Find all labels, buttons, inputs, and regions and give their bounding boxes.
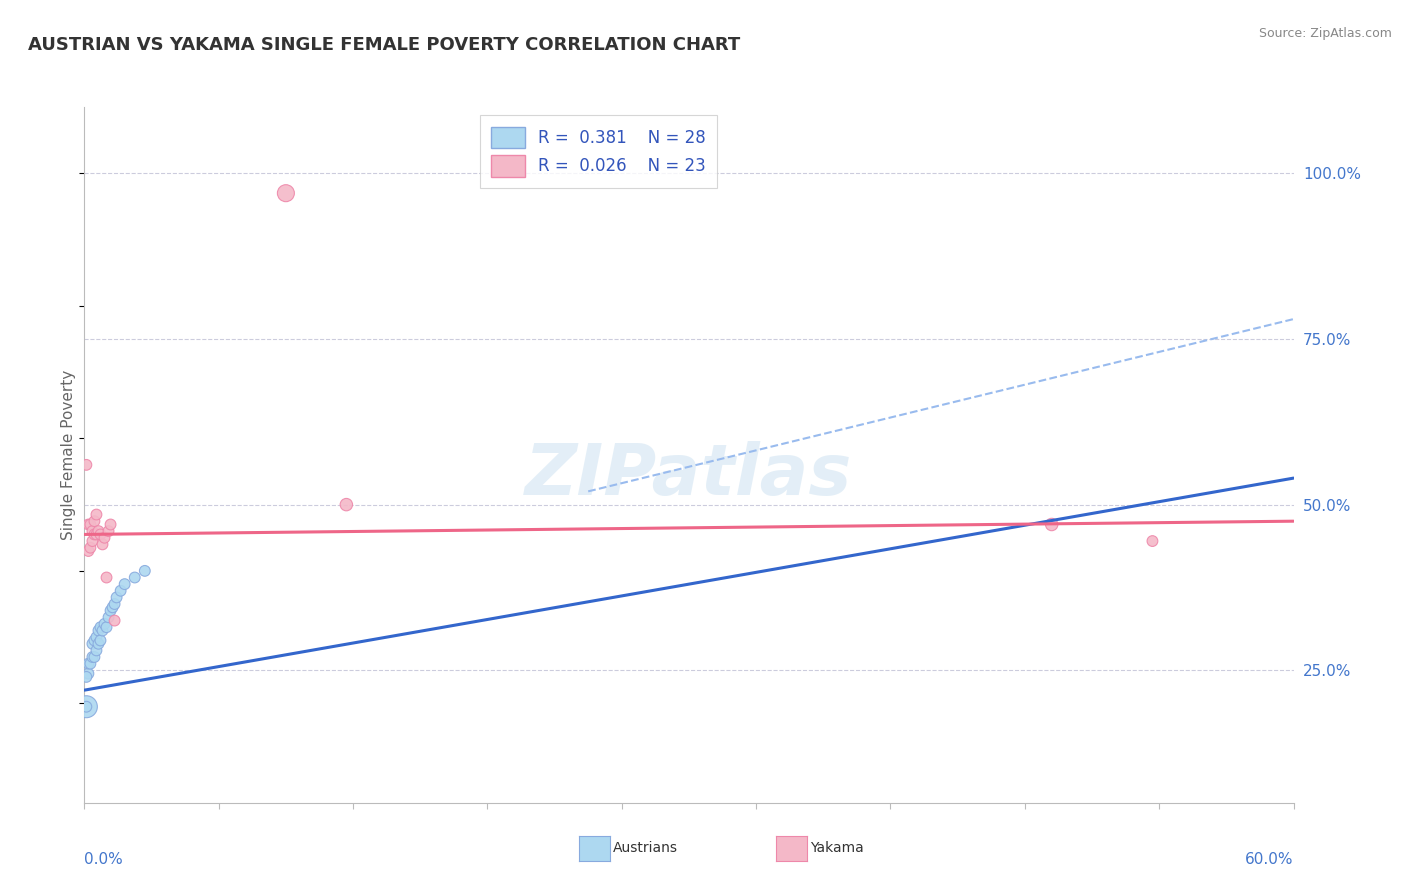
Point <box>82 637 104 651</box>
Y-axis label: Single Female Poverty: Single Female Poverty <box>60 370 76 540</box>
Legend: R =  0.381    N = 28, R =  0.026    N = 23: R = 0.381 N = 28, R = 0.026 N = 23 <box>479 115 717 188</box>
Point <box>89 527 111 541</box>
Point <box>335 498 357 512</box>
Point <box>274 186 297 201</box>
Text: 0.0%: 0.0% <box>84 852 124 866</box>
Point <box>75 699 97 714</box>
Point <box>105 591 128 605</box>
Point <box>1040 517 1063 532</box>
Text: 60.0%: 60.0% <box>1246 852 1294 866</box>
Point <box>77 666 100 681</box>
Point <box>75 670 97 684</box>
Point <box>134 564 156 578</box>
Point <box>87 637 110 651</box>
Point <box>104 597 127 611</box>
Point <box>96 620 118 634</box>
Point <box>79 541 101 555</box>
Point <box>79 517 101 532</box>
Point <box>89 633 111 648</box>
Point <box>86 508 108 522</box>
Point <box>86 527 108 541</box>
Point <box>77 657 100 671</box>
Point <box>96 570 118 584</box>
Point <box>100 604 122 618</box>
Text: Yakama: Yakama <box>810 841 863 855</box>
Point <box>77 517 100 532</box>
Point <box>1142 534 1164 549</box>
Point <box>91 624 114 638</box>
Point <box>93 616 115 631</box>
Point <box>82 524 104 538</box>
Point <box>87 624 110 638</box>
Point <box>124 570 146 584</box>
Point <box>83 633 105 648</box>
Point <box>104 614 127 628</box>
Point <box>83 527 105 541</box>
Point <box>100 517 122 532</box>
Point <box>93 531 115 545</box>
Point <box>91 537 114 551</box>
Point <box>101 600 124 615</box>
Text: AUSTRIAN VS YAKAMA SINGLE FEMALE POVERTY CORRELATION CHART: AUSTRIAN VS YAKAMA SINGLE FEMALE POVERTY… <box>28 36 741 54</box>
Point <box>114 577 136 591</box>
Point <box>75 699 97 714</box>
Text: ZIPatlas: ZIPatlas <box>526 442 852 510</box>
Point <box>82 650 104 665</box>
Point <box>83 650 105 665</box>
Point <box>97 610 120 624</box>
Point <box>83 514 105 528</box>
Point <box>86 630 108 644</box>
Text: Source: ZipAtlas.com: Source: ZipAtlas.com <box>1258 27 1392 40</box>
Point <box>86 643 108 657</box>
Point <box>89 620 111 634</box>
Point <box>97 524 120 538</box>
Point <box>87 524 110 538</box>
Point <box>75 458 97 472</box>
Point <box>79 657 101 671</box>
Point <box>110 583 132 598</box>
Text: Austrians: Austrians <box>613 841 678 855</box>
Point <box>82 534 104 549</box>
Point <box>77 544 100 558</box>
